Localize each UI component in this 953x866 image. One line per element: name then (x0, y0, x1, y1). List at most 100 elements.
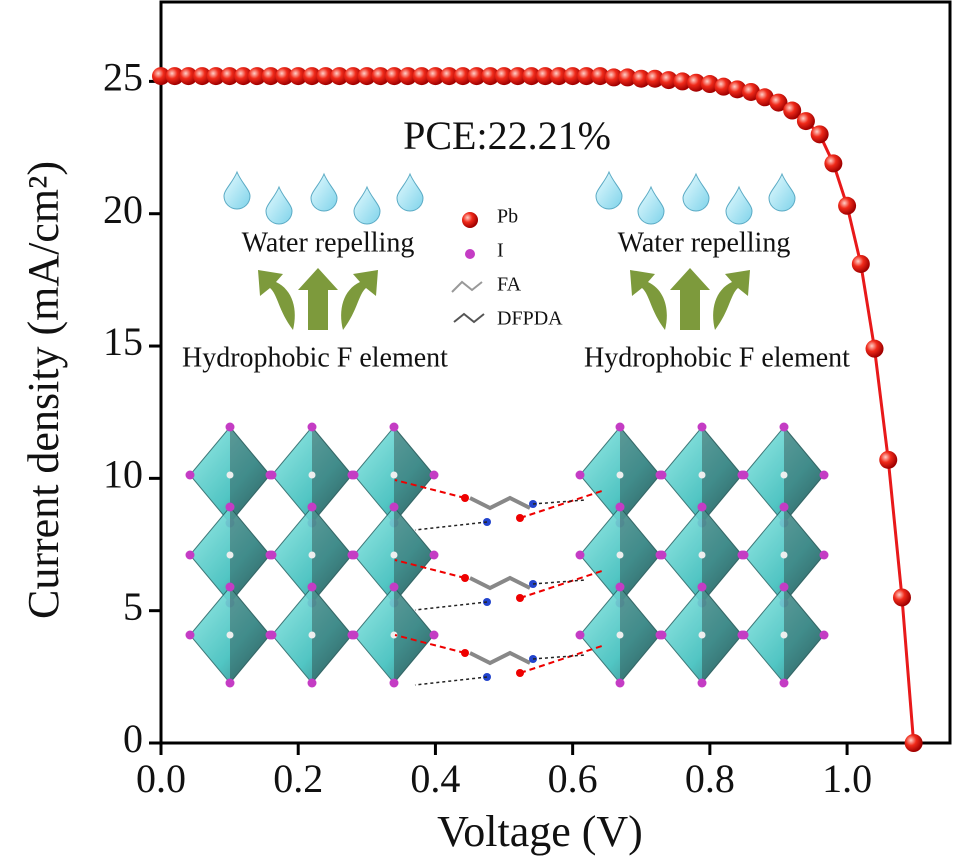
lead-atom (780, 551, 788, 559)
data-point (742, 82, 761, 101)
h-bond (519, 489, 606, 519)
water-drop (682, 172, 710, 212)
iodine-atom (389, 502, 399, 512)
data-point (783, 101, 802, 120)
lead-atom (226, 631, 234, 639)
arrow-right (713, 270, 750, 330)
water-drop (223, 170, 251, 210)
data-point (549, 67, 568, 86)
data-point (426, 67, 445, 86)
lead-atom (616, 551, 624, 559)
iodine-atom (819, 470, 829, 480)
dfpda-molecule (469, 575, 531, 591)
octahedron-face (394, 507, 434, 603)
legend-icon (465, 249, 475, 259)
data-point (193, 67, 212, 86)
legend-label: DFPDA (497, 308, 563, 330)
data-point (508, 67, 527, 86)
legend-icon (451, 280, 483, 293)
lead-atom (780, 631, 788, 639)
lead-atom (308, 631, 316, 639)
octahedron-face (312, 427, 352, 523)
iodine-atom (697, 502, 707, 512)
x-tick-label: 0.6 (548, 756, 598, 801)
arrow-left (258, 270, 295, 330)
data-point (700, 75, 719, 94)
water-drop (353, 185, 381, 225)
iodine-atom (657, 630, 667, 640)
iodine-atom (389, 678, 399, 688)
iodine-atom (739, 550, 749, 560)
iodine-atom (429, 630, 439, 640)
x-axis-title: Voltage (V) (437, 807, 643, 856)
data-point (289, 67, 308, 86)
x-tick-label: 0.4 (410, 756, 460, 801)
iodine-atom (697, 582, 707, 592)
h-bond (414, 676, 488, 686)
h-bond (414, 601, 488, 611)
lead-atom (698, 471, 706, 479)
lead-atom (390, 631, 398, 639)
h-bond (394, 559, 466, 579)
iodine-atom (575, 550, 585, 560)
arrow-left (630, 270, 667, 330)
lead-atom (390, 471, 398, 479)
data-point (275, 67, 294, 86)
iodine-atom (819, 630, 829, 640)
data-point (357, 67, 376, 86)
iodine-atom (349, 550, 359, 560)
water-drop (725, 185, 753, 225)
iodine-atom (575, 470, 585, 480)
data-point (385, 67, 404, 86)
iodine-atom (697, 678, 707, 688)
y-tick-label: 10 (103, 452, 143, 497)
inset-illustration (185, 170, 829, 688)
iodine-atom (615, 422, 625, 432)
annotation: Hydrophobic F element (584, 342, 850, 373)
y-tick-label: 20 (103, 187, 143, 232)
data-point (412, 67, 431, 86)
data-point (810, 125, 829, 144)
y-tick-label: 15 (103, 319, 143, 364)
h-bond (414, 521, 488, 531)
iodine-atom (657, 470, 667, 480)
lead-atom (308, 471, 316, 479)
lead-atom (226, 471, 234, 479)
iodine-atom (307, 582, 317, 592)
h-bond (519, 569, 606, 599)
iodine-atom (267, 470, 277, 480)
data-point (904, 734, 923, 752)
data-point (398, 67, 417, 86)
data-point (261, 67, 280, 86)
x-tick-label: 0.0 (136, 756, 186, 801)
iodine-atom (267, 630, 277, 640)
octahedron-face (394, 587, 434, 683)
iodine-atom (779, 582, 789, 592)
data-point (344, 67, 363, 86)
iodine-atom (185, 550, 195, 560)
data-point (220, 67, 239, 86)
data-point (536, 67, 555, 86)
data-point (302, 67, 321, 86)
legend-label: I (497, 240, 504, 262)
water-drop (265, 185, 293, 225)
iodine-atom (739, 630, 749, 640)
y-tick-label: 0 (123, 716, 143, 761)
legend-label: FA (497, 274, 522, 296)
data-point (522, 67, 541, 86)
iodine-atom (349, 470, 359, 480)
iodine-atom (307, 422, 317, 432)
data-point (206, 67, 225, 86)
data-point (248, 67, 267, 86)
h-bond (532, 579, 586, 585)
y-tick-label: 25 (103, 55, 143, 100)
data-point (316, 67, 335, 86)
iodine-atom (615, 582, 625, 592)
x-tick-label: 1.0 (822, 756, 872, 801)
data-point (330, 67, 349, 86)
arrow-up (670, 268, 710, 330)
data-point (645, 69, 664, 88)
lead-atom (698, 631, 706, 639)
iodine-atom (225, 502, 235, 512)
